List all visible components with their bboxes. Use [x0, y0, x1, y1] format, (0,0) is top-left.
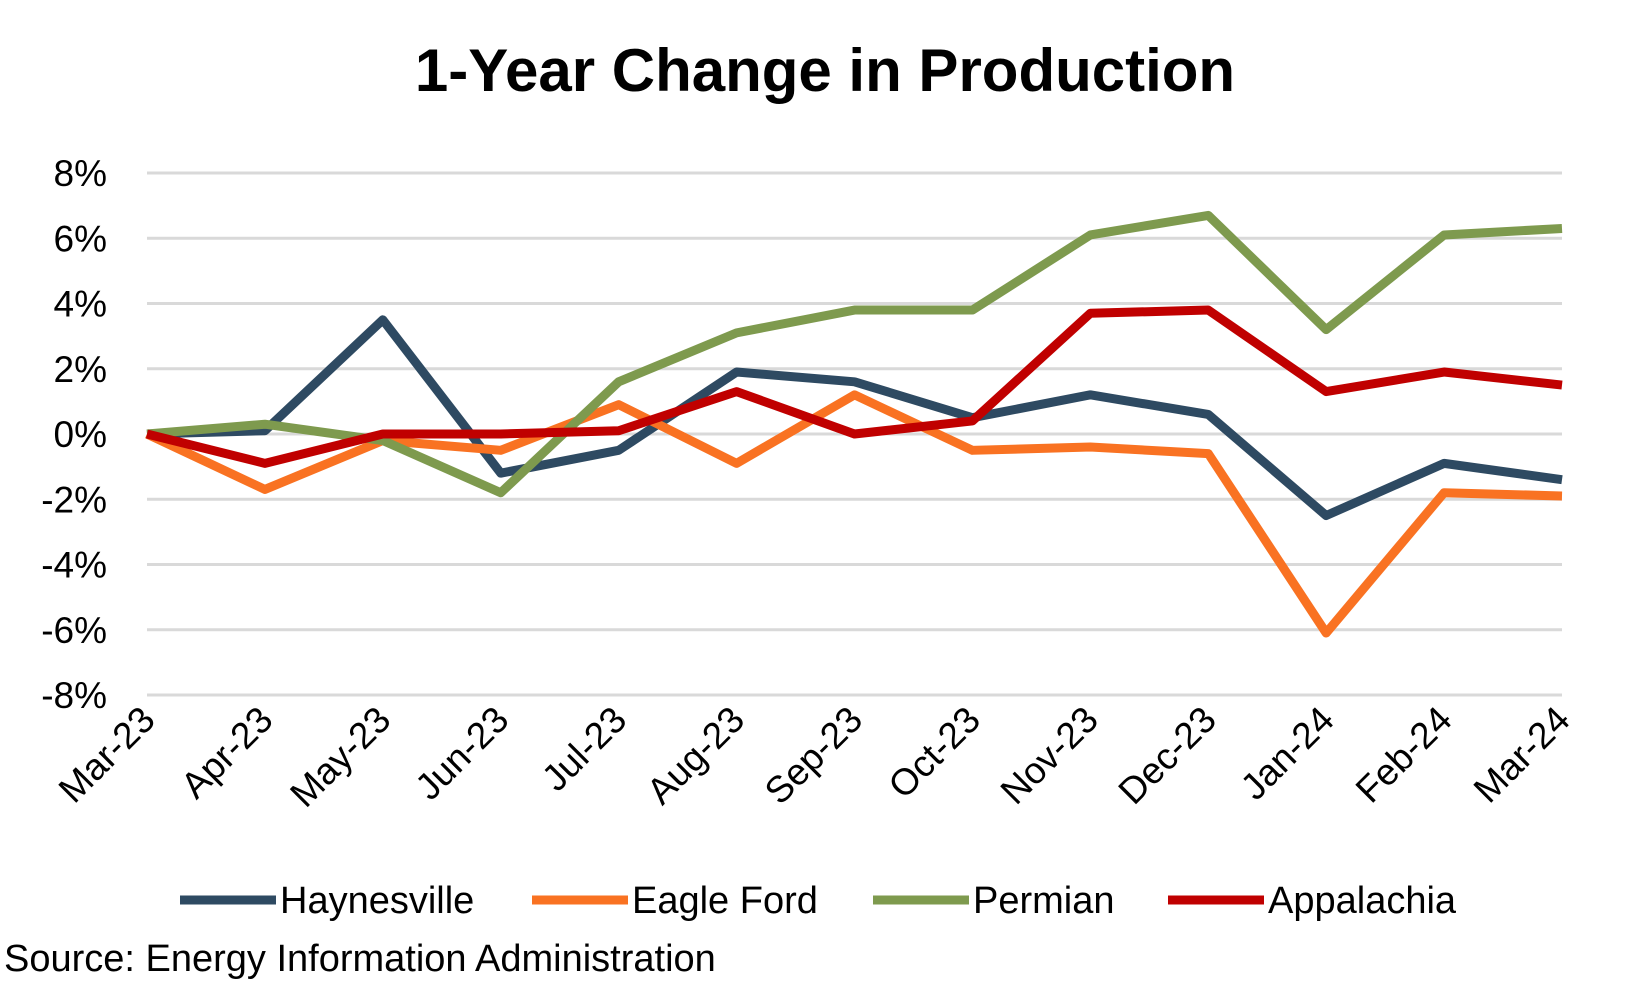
x-tick-label: Jul-23 [534, 699, 634, 799]
x-tick-label: Apr-23 [173, 699, 281, 807]
legend-label: Permian [973, 880, 1115, 922]
y-tick-label: 8% [54, 153, 107, 194]
legend-label: Appalachia [1268, 880, 1457, 922]
x-tick-label: Aug-23 [639, 699, 752, 812]
x-tick-label: Sep-23 [757, 699, 870, 812]
legend-label: Eagle Ford [632, 880, 818, 922]
y-tick-label: 4% [54, 284, 107, 325]
chart-title: 1-Year Change in Production [414, 37, 1236, 104]
y-tick-label: -4% [41, 545, 107, 586]
y-tick-label: -6% [41, 610, 107, 651]
series-line-permian [146, 210, 1563, 498]
x-tick-label: May-23 [282, 699, 398, 815]
series-line-haynesville [146, 315, 1563, 521]
legend-label: Haynesville [280, 880, 474, 922]
y-tick-label: -2% [41, 479, 107, 520]
x-tick-label: Jun-23 [407, 699, 516, 808]
x-tick-label: Nov-23 [993, 699, 1106, 812]
y-tick-label: 2% [54, 349, 107, 390]
x-tick-label: Oct-23 [881, 699, 989, 807]
series-line-appalachia [145, 305, 1563, 468]
x-tick-label: Feb-24 [1348, 699, 1460, 811]
x-tick-label: Jan-24 [1233, 699, 1342, 808]
y-tick-label: -8% [41, 675, 107, 716]
x-tick-label: Dec-23 [1111, 699, 1224, 812]
y-tick-label: 6% [54, 218, 107, 259]
source-note: Source: Energy Information Administratio… [4, 938, 716, 980]
y-tick-label: 0% [54, 414, 107, 455]
x-tick-label: Mar-24 [1466, 699, 1578, 811]
